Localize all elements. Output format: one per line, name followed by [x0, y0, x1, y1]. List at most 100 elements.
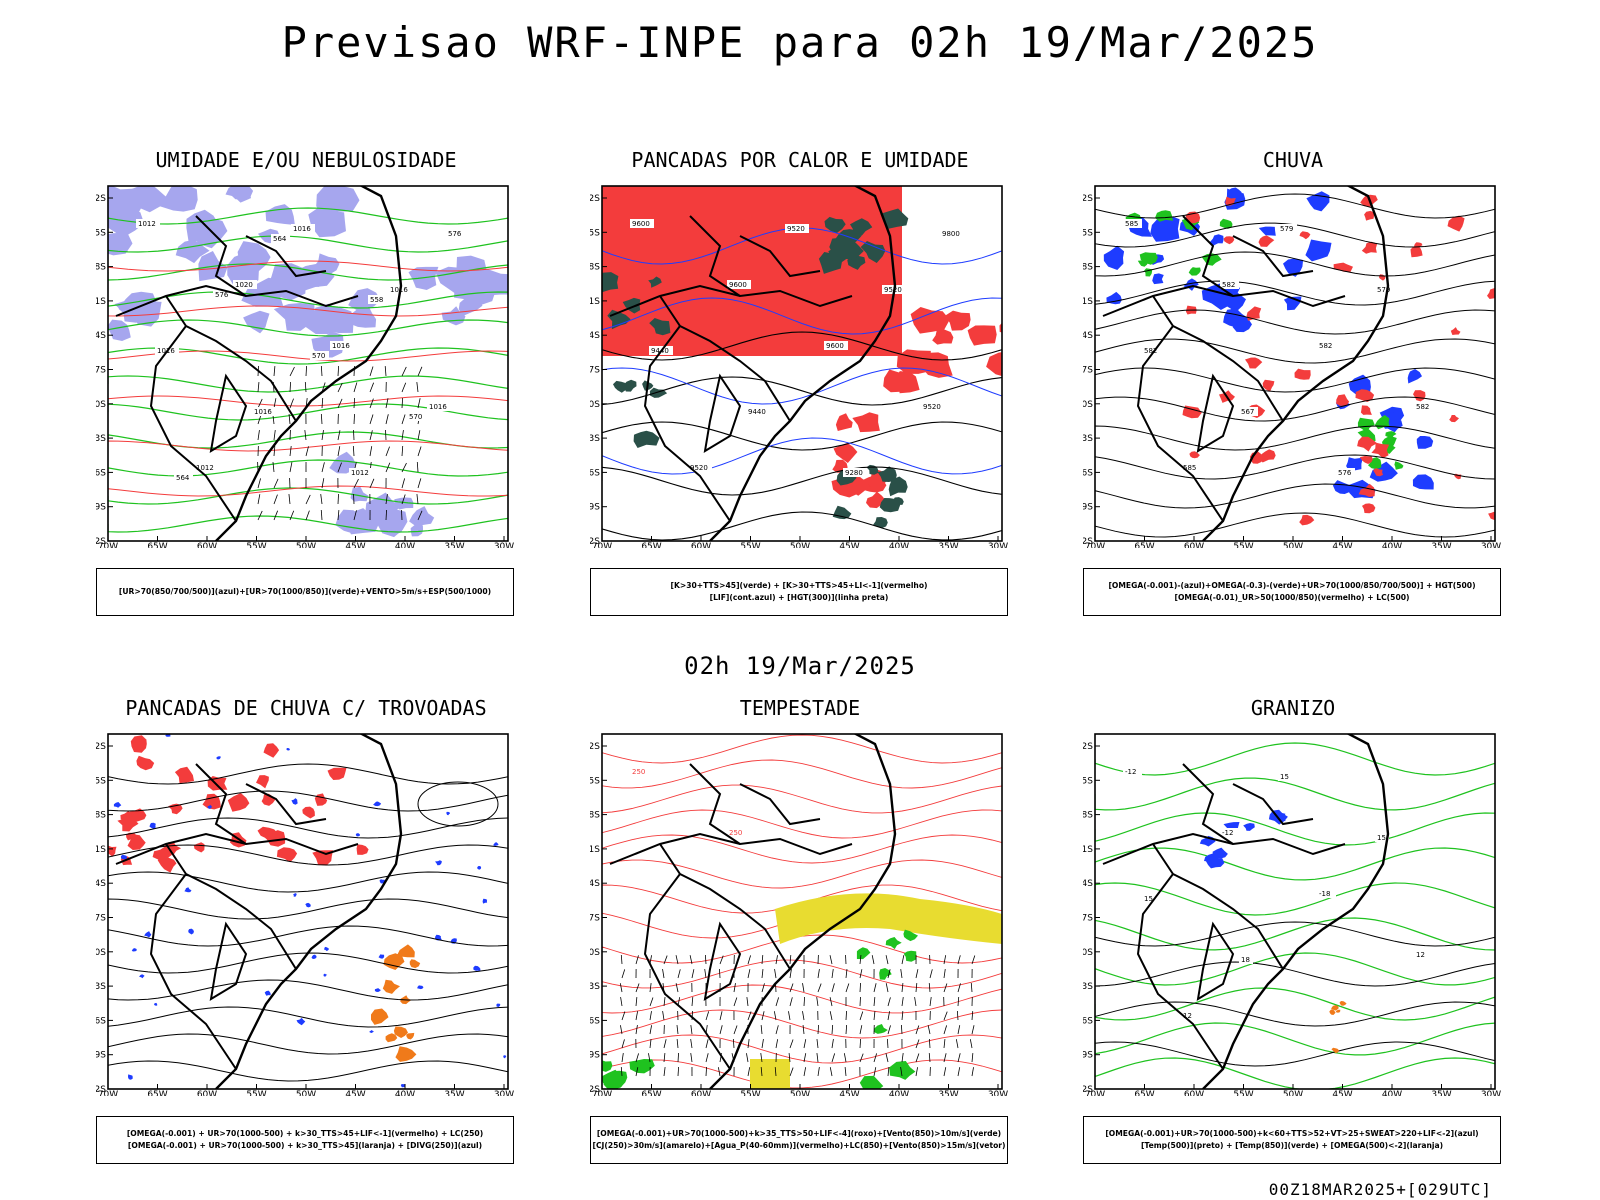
- wind850-vector: [829, 955, 833, 965]
- omega-area: [1283, 258, 1304, 277]
- contour-label: 15: [1144, 895, 1153, 903]
- omega-area: [1412, 474, 1434, 490]
- lat-label: 21S: [96, 845, 106, 855]
- rain-area: [1189, 451, 1200, 459]
- rain-shower-area: [393, 1026, 408, 1038]
- coastline: [709, 186, 897, 541]
- omega500-area: [1331, 1005, 1339, 1011]
- contour-label-bg: [1375, 285, 1394, 294]
- map-granizo[interactable]: -12 -12 -18 12 12 15 15 15 18 12S 15S 18S 21S 24S 27S 3…: [1083, 724, 1503, 1096]
- lat-label: 39S: [96, 1051, 106, 1061]
- lat-label: 42S: [1083, 1085, 1093, 1095]
- wind850-vector: [943, 1039, 946, 1049]
- divergence-area: [296, 1017, 306, 1026]
- wind850-vector: [761, 983, 765, 993]
- contour-label-bg: [1414, 402, 1433, 411]
- wind850-vector: [774, 1066, 777, 1077]
- map-chuva[interactable]: 585 582 582 582 585 579 579 582 567 576 12S 15S 18S 2…: [1083, 176, 1503, 548]
- wind850-area: [889, 1061, 916, 1080]
- lon-label: 45W: [345, 542, 365, 548]
- wind-vector: [369, 382, 375, 393]
- map-umidade[interactable]: 1012102010161016101210161016101610161012…: [96, 176, 516, 548]
- wind850-vector: [690, 1053, 693, 1063]
- wind-vector: [288, 494, 291, 505]
- lat-label: 24S: [590, 331, 600, 341]
- thunderstorm-area: [164, 842, 182, 855]
- wind-vector: [416, 382, 419, 393]
- wind850-vector: [831, 1024, 834, 1035]
- omega-area: [1152, 273, 1164, 285]
- thunderstorm-area: [130, 735, 147, 753]
- lat-label: 15S: [590, 228, 600, 238]
- divergence-area: [188, 928, 194, 935]
- heat-pancadas-area: [894, 371, 920, 394]
- lon-label: 65W: [147, 1090, 167, 1096]
- temp850-contour: [1095, 1057, 1495, 1089]
- state-border: [195, 763, 247, 845]
- wind850-area: [856, 947, 871, 960]
- wind850-vector: [747, 1067, 751, 1077]
- wind-vector: [273, 430, 276, 441]
- wind-vector: [289, 381, 291, 393]
- wind850-vector: [971, 1053, 974, 1063]
- wind-vector: [353, 429, 355, 441]
- wind850-vector: [915, 1039, 920, 1049]
- wind850-vector: [649, 1039, 652, 1049]
- thickness-contour: [108, 260, 508, 272]
- contour-label: 585: [1125, 220, 1138, 228]
- lat-label: 30S: [96, 948, 106, 958]
- wind850-vector: [775, 1025, 779, 1035]
- divergence-area: [323, 973, 328, 977]
- wind850-vector: [746, 997, 749, 1007]
- wind850-vector: [970, 982, 973, 993]
- moist-area: [873, 517, 888, 529]
- lat-label: 42S: [590, 1085, 600, 1095]
- divergence-area: [286, 748, 290, 751]
- state-border: [689, 215, 741, 297]
- panel-umidade: UMIDADE E/OU NEBULOSIDADE 1012 1020 1016 10…: [96, 148, 516, 638]
- legend-line: [K>30+TTS>45](verde) + [K>30+TTS>45+LI<-…: [670, 581, 928, 590]
- lat-label: 21S: [96, 297, 106, 307]
- lat-label: 21S: [590, 845, 600, 855]
- lon-label: 35W: [938, 542, 958, 548]
- rain-area: [1299, 514, 1315, 526]
- legend-line: [Temp(500)](preto) + [Temp(850)](verde) …: [1140, 1141, 1444, 1150]
- lif-contour: [602, 437, 1002, 475]
- wind850-vector: [955, 1039, 959, 1049]
- map-pancadas-calor[interactable]: 9600 9600 9600 9520 9520 9520 9520 9440 9440 9280…: [590, 176, 1010, 548]
- map-tempestade[interactable]: 250 250 12S 15S 18S 21S 24S 27S 30S 33S 36S 39S 42S7…: [590, 724, 1010, 1096]
- lon-label: 65W: [147, 542, 167, 548]
- rain-area: [1359, 456, 1373, 464]
- lat-label: 18S: [590, 811, 600, 821]
- wind850-vector: [915, 1025, 920, 1035]
- wind850-vector: [816, 1053, 819, 1063]
- humidity-high-area: [409, 506, 435, 527]
- precip-water-contour: [602, 984, 1002, 1014]
- contour-label: 9440: [651, 347, 669, 355]
- wind850-vector: [760, 1053, 763, 1063]
- thickness-contour: [108, 440, 508, 452]
- state-border: [209, 921, 248, 1001]
- precip-water-contour: [602, 734, 1002, 764]
- map-pancadas-trovoadas[interactable]: 12S 15S 18S 21S 24S 27S 30S 33S 36S 39S 42S70W 65W 6…: [96, 724, 516, 1096]
- panel-title: CHUVA: [1262, 148, 1324, 172]
- wind-vector: [337, 493, 339, 505]
- wind850-vector: [789, 997, 793, 1007]
- heat-pancadas-area: [932, 329, 954, 345]
- contour-label-bg: [213, 290, 232, 299]
- wind850-vector: [943, 1025, 948, 1035]
- wind-vector: [289, 510, 295, 521]
- humidity-high-area: [108, 209, 145, 236]
- wind850-vector: [691, 996, 694, 1007]
- wind850-vector: [789, 969, 792, 979]
- rain-area: [1336, 394, 1350, 406]
- lat-label: 36S: [590, 1016, 600, 1026]
- wind850-vector: [719, 955, 724, 965]
- wind850-vector: [915, 969, 919, 979]
- humidity-high-area: [313, 304, 354, 333]
- divergence-area: [113, 802, 122, 808]
- state-border: [739, 235, 821, 278]
- wind850-vector: [676, 1039, 679, 1049]
- legend-box: [OMEGA(-0.001)+UR>70(1000-500)+k<60+TTS>…: [1083, 1116, 1501, 1164]
- wind850-vector: [943, 969, 946, 979]
